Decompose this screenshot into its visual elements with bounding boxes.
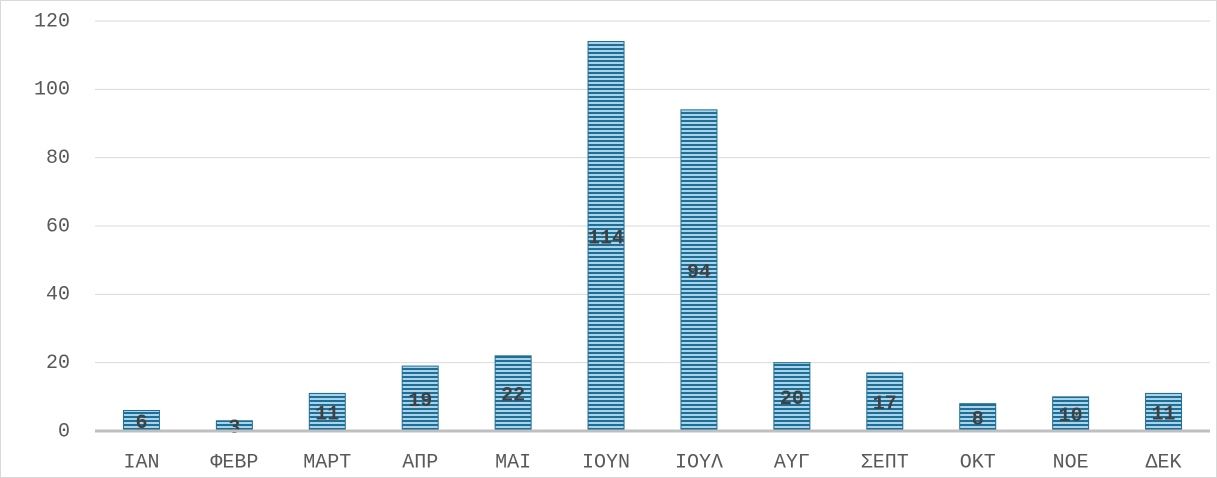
x-tick-label: ΜΑΙ xyxy=(495,451,531,474)
y-tick-label: 40 xyxy=(46,284,70,307)
data-label: 20 xyxy=(780,388,804,411)
data-label: 8 xyxy=(972,409,984,432)
data-label: 94 xyxy=(687,262,711,285)
x-tick-label: ΑΥΓ xyxy=(774,451,810,474)
x-tick-label: ΟΚΤ xyxy=(960,451,996,474)
y-tick-label: 60 xyxy=(46,215,70,238)
bar xyxy=(866,372,904,432)
x-tick-label: ΦΕΒΡ xyxy=(210,451,258,474)
bar xyxy=(1145,392,1183,432)
data-label: 6 xyxy=(135,412,147,435)
data-label: 19 xyxy=(408,390,432,413)
y-tick-label: 120 xyxy=(34,10,70,33)
x-tick-label: ΜΑΡΤ xyxy=(303,451,351,474)
y-tick-label: 20 xyxy=(46,352,70,375)
bar xyxy=(773,362,811,432)
bar xyxy=(587,41,625,432)
data-label: 114 xyxy=(588,228,624,251)
data-label: 3 xyxy=(228,417,240,440)
x-tick-label: ΣΕΠΤ xyxy=(861,451,909,474)
y-tick-label: 0 xyxy=(58,420,70,443)
data-label: 17 xyxy=(873,393,897,416)
x-tick-label: ΝΟΕ xyxy=(1053,451,1089,474)
data-label: 22 xyxy=(501,385,525,408)
y-tick-label: 80 xyxy=(46,147,70,170)
data-label: 11 xyxy=(315,403,339,426)
x-tick-label: ΙΟΥΝ xyxy=(582,451,630,474)
x-tick-label: ΔΕΚ xyxy=(1146,451,1182,474)
bar xyxy=(1052,396,1090,432)
bar xyxy=(680,109,718,432)
x-tick-label: ΑΠΡ xyxy=(402,451,438,474)
x-tick-label: ΙΟΥΛ xyxy=(675,451,723,474)
y-tick-label: 100 xyxy=(34,79,70,102)
x-tick-label: ΙΑΝ xyxy=(123,451,159,474)
data-label: 11 xyxy=(1152,403,1176,426)
data-label: 10 xyxy=(1059,405,1083,428)
